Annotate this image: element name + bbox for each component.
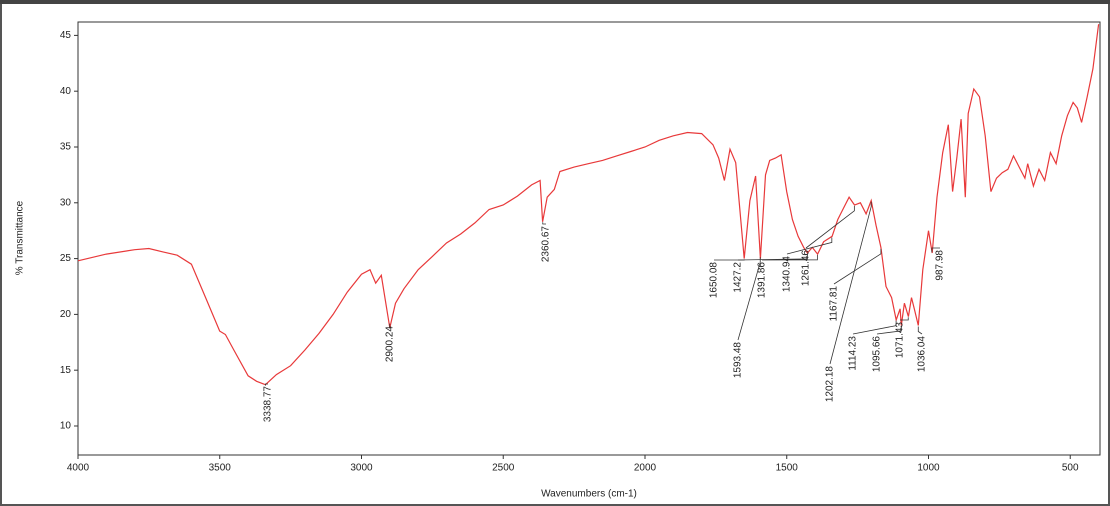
y-tick-label: 40 <box>60 86 72 97</box>
plot-area <box>77 21 1101 456</box>
peak-leader <box>737 253 808 261</box>
peak-label: 1114.23 <box>848 336 859 371</box>
y-tick-label: 15 <box>60 365 72 376</box>
y-axis-label: % Transmittance <box>15 200 26 275</box>
y-tick-label: 35 <box>60 142 72 153</box>
x-tick-label: 4000 <box>67 463 90 474</box>
peak-label: 1391.86 <box>757 262 768 299</box>
peak-leader <box>876 325 902 335</box>
peak-leader <box>931 247 940 253</box>
x-tick-label: 3000 <box>350 463 373 474</box>
peak-label: 1427.2 <box>733 262 744 293</box>
x-tick-label: 1500 <box>776 463 799 474</box>
y-tick-label: 25 <box>60 253 72 264</box>
spectrum-line <box>77 24 1100 386</box>
peak-leader <box>900 317 909 321</box>
top-bar <box>0 0 1110 4</box>
x-tick-label: 1000 <box>917 463 940 474</box>
x-tick-label: 3500 <box>209 463 232 474</box>
peak-label: 3338.77 <box>263 386 274 423</box>
x-tick-label: 500 <box>1062 463 1079 474</box>
peak-leader <box>917 326 923 335</box>
peak-leader <box>852 320 897 335</box>
peak-label: 2900.24 <box>385 326 396 363</box>
peak-leader <box>542 222 546 225</box>
peak-label: 1095.66 <box>872 336 883 373</box>
peak-leader <box>737 257 761 341</box>
peak-leader <box>805 205 855 249</box>
peak-leader <box>833 248 882 285</box>
peak-label: 1036.04 <box>917 336 928 373</box>
peak-label: 1593.48 <box>733 342 744 379</box>
y-tick-label: 10 <box>60 421 72 432</box>
peak-label: 1071.43 <box>895 322 906 359</box>
y-tick-label: 20 <box>60 309 72 320</box>
peak-label: 1650.08 <box>709 262 720 299</box>
peak-leader <box>761 254 818 261</box>
peak-leader <box>265 383 268 386</box>
y-tick-label: 30 <box>60 197 72 208</box>
x-tick-label: 2000 <box>634 463 657 474</box>
x-tick-label: 2500 <box>492 463 515 474</box>
y-tick-label: 45 <box>60 30 72 41</box>
peak-label: 1340.94 <box>782 256 793 293</box>
peak-label: 2360.67 <box>541 226 552 263</box>
peak-leader <box>786 237 833 255</box>
peak-leader <box>829 201 872 365</box>
peak-label: 1202.18 <box>825 366 836 403</box>
peak-label: 1261.46 <box>801 250 812 287</box>
peak-label: 1167.81 <box>829 286 840 322</box>
x-axis-label: Wavenumbers (cm-1) <box>541 489 637 500</box>
peak-label: 987.98 <box>935 250 946 281</box>
